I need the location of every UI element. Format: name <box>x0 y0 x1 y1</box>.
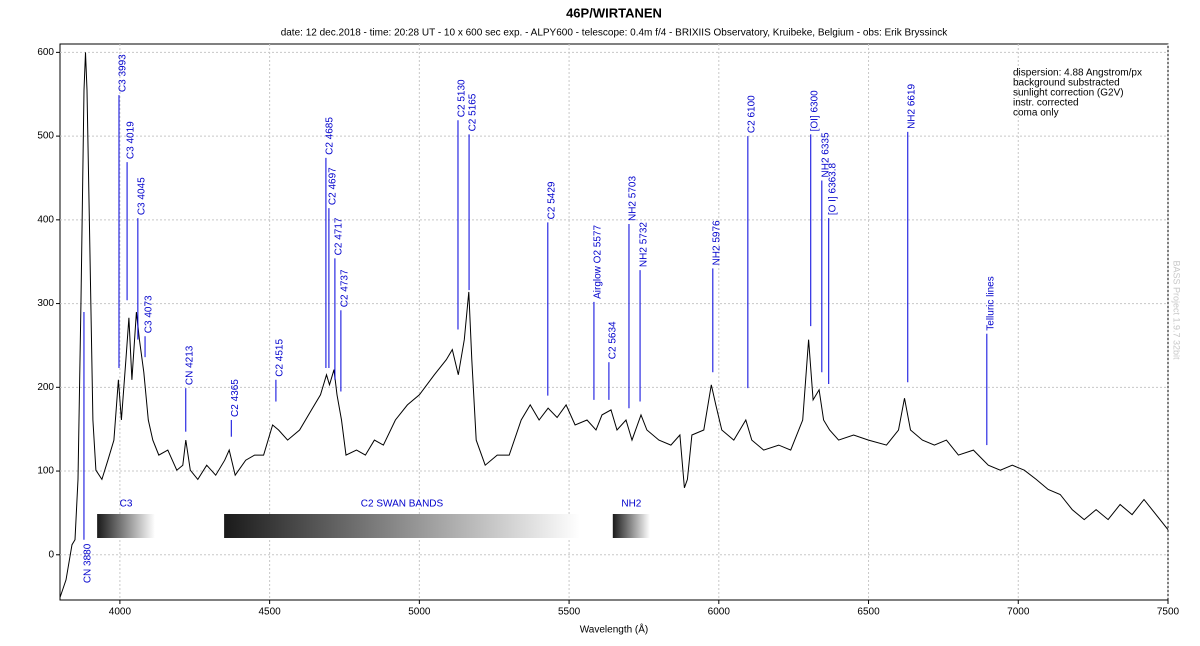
chart-title: 46P/WIRTANEN <box>566 5 662 20</box>
band <box>97 514 155 538</box>
band-label: C3 <box>120 499 133 510</box>
y-tick-label: 300 <box>37 298 54 309</box>
spectrum-line <box>59 52 1169 598</box>
emission-line-label: [OI] 6300 <box>809 90 820 132</box>
y-tick-label: 200 <box>37 382 54 393</box>
emission-line-label: NH2 5703 <box>628 176 639 221</box>
y-tick-label: 100 <box>37 466 54 477</box>
x-tick-label: 7500 <box>1157 607 1180 618</box>
emission-line-label: C3 4073 <box>144 295 155 333</box>
x-tick-label: 5500 <box>558 607 581 618</box>
plot-area <box>59 43 1169 601</box>
emission-line-label: C3 4019 <box>126 121 137 159</box>
x-tick-label: 4000 <box>109 607 132 618</box>
x-tick-label: 6000 <box>708 607 731 618</box>
emission-line-label: C2 4515 <box>275 339 286 377</box>
emission-line-label: Airglow O2 5577 <box>593 225 604 299</box>
emission-line-label: C2 4365 <box>230 379 241 417</box>
y-tick-label: 0 <box>48 549 54 560</box>
emission-line-label: C3 3993 <box>118 54 129 92</box>
emission-line-label: C2 5634 <box>608 321 619 359</box>
emission-line-label: C3 4045 <box>137 177 148 215</box>
emission-line-label: C2 5130 <box>457 79 468 117</box>
band <box>612 514 650 538</box>
emission-line-label: NH2 6619 <box>906 83 917 128</box>
emission-line-label: [O I] 6363.8 <box>827 162 838 215</box>
emission-line-label: CN 3880 <box>83 543 94 583</box>
y-tick-label: 600 <box>37 47 54 58</box>
emission-line-label: C2 4717 <box>334 217 345 255</box>
band-label: C2 SWAN BANDS <box>361 499 444 510</box>
emission-line-label: C2 4737 <box>340 269 351 307</box>
y-tick-label: 400 <box>37 214 54 225</box>
emission-line-label: NH2 5976 <box>711 220 722 265</box>
note: background substracted <box>1013 78 1120 89</box>
note: coma only <box>1013 108 1059 119</box>
emission-line-label: CN 4213 <box>184 345 195 385</box>
x-tick-label: 5000 <box>408 607 431 618</box>
emission-line-label: NH2 6335 <box>820 132 831 177</box>
chart-subtitle: date: 12 dec.2018 - time: 20:28 UT - 10 … <box>281 28 949 39</box>
x-axis-label: Wavelength (Å) <box>580 623 649 636</box>
x-tick-label: 7000 <box>1007 607 1030 618</box>
emission-line-label: C2 4697 <box>328 167 339 205</box>
watermark: BASS Project 1.9.7 32bit <box>1172 260 1182 360</box>
emission-line-label: C2 5429 <box>546 181 557 219</box>
emission-line-label: NH2 5732 <box>639 222 650 267</box>
emission-line-label: C2 4685 <box>325 117 336 155</box>
y-tick-label: 500 <box>37 131 54 142</box>
x-tick-label: 4500 <box>258 607 281 618</box>
band-label: NH2 <box>621 499 641 510</box>
emission-line-label: C2 6100 <box>746 95 757 133</box>
note: sunlight correction (G2V) <box>1013 88 1124 99</box>
note: instr. corrected <box>1013 98 1079 109</box>
emission-line-label: C2 5165 <box>468 93 479 131</box>
x-tick-label: 6500 <box>857 607 880 618</box>
band <box>224 514 580 538</box>
emission-line-label: Telluric lines <box>985 276 996 330</box>
note: dispersion: 4.88 Angstrom/px <box>1013 68 1142 79</box>
